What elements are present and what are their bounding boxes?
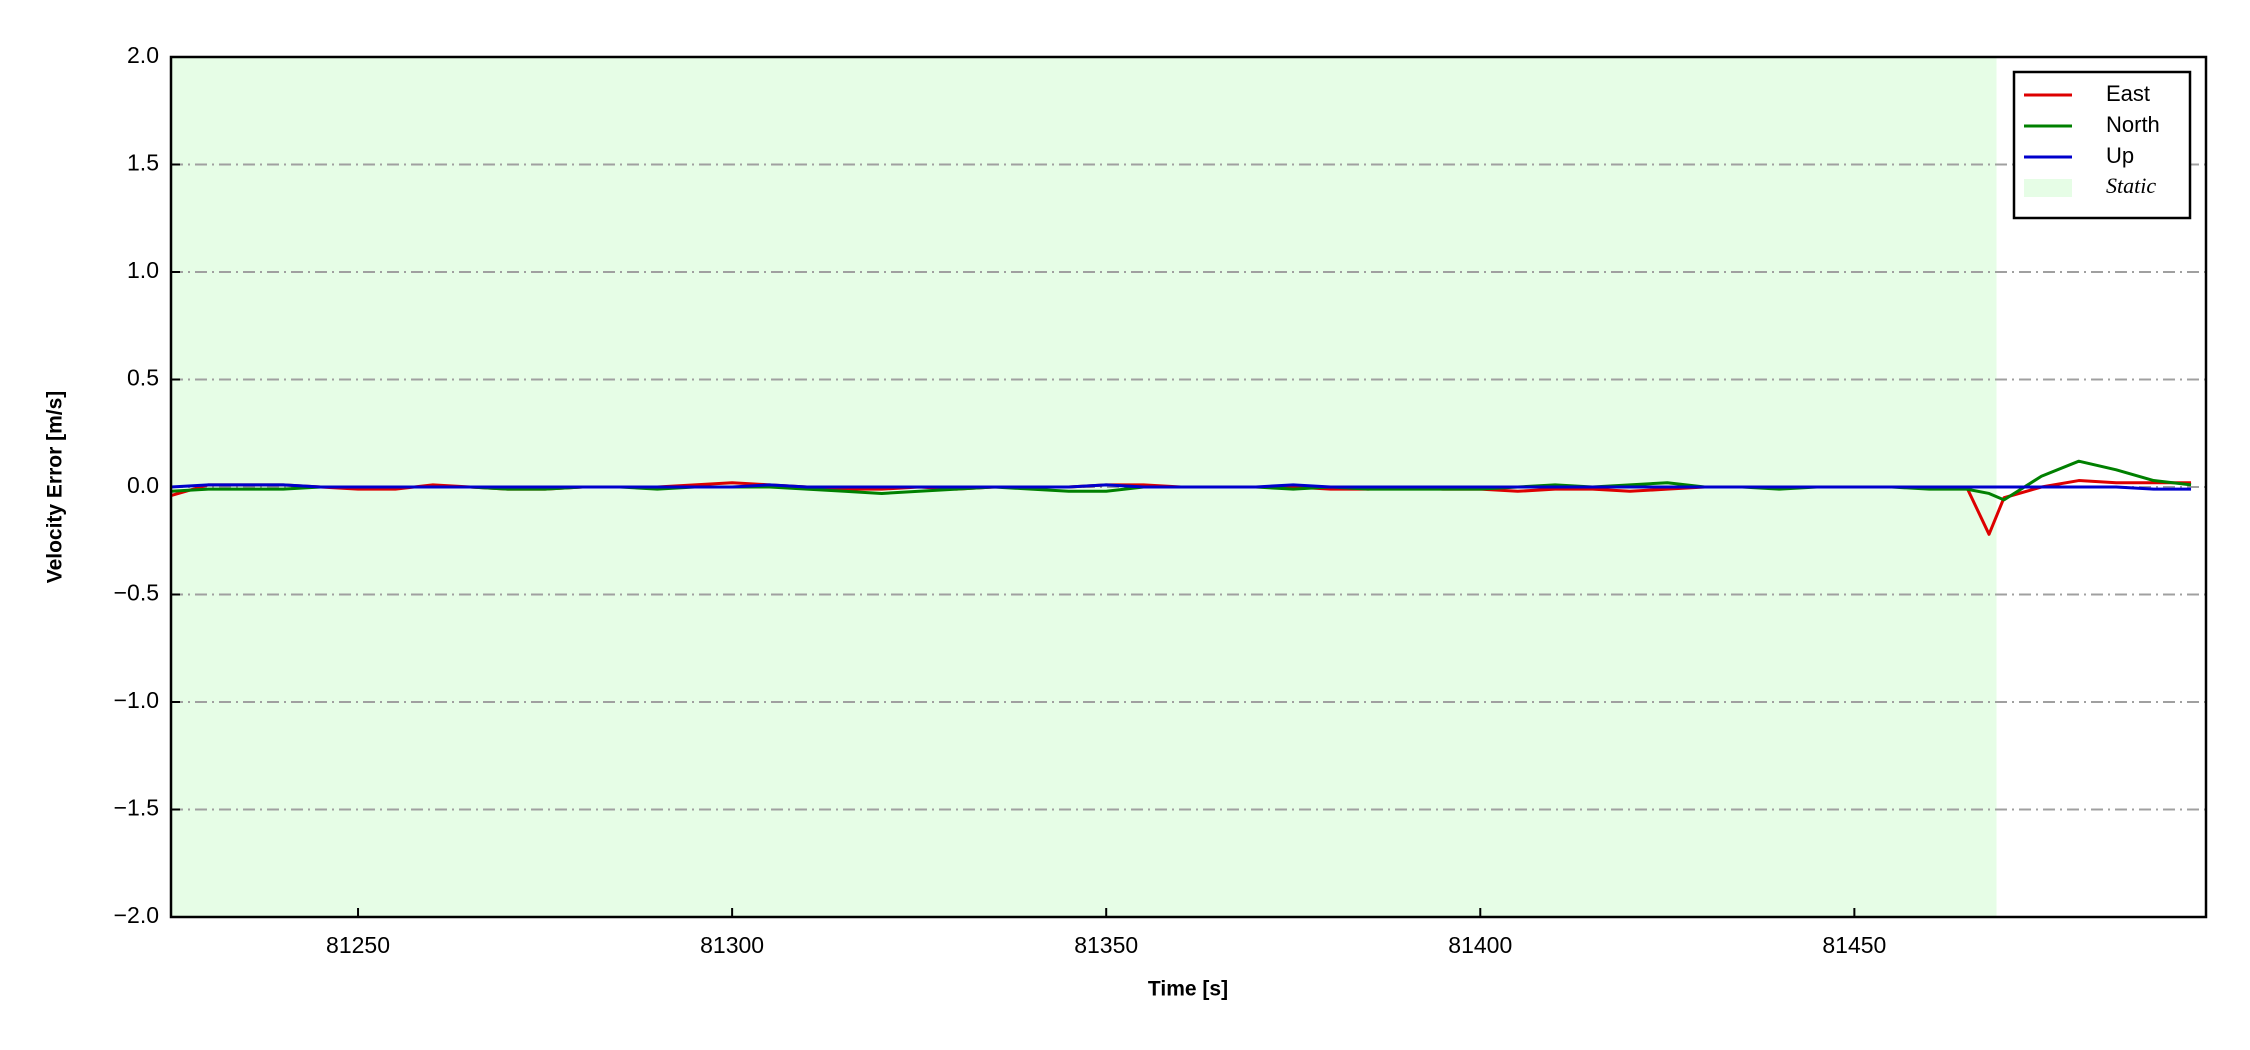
y-tick-label: 0.0 xyxy=(127,472,159,498)
x-axis-label: Time [s] xyxy=(1148,978,1228,1001)
y-tick-label: −0.5 xyxy=(114,580,159,606)
y-tick-label: 2.0 xyxy=(127,42,159,68)
x-tick-label: 81250 xyxy=(326,932,390,958)
y-tick-label: 0.5 xyxy=(127,365,159,391)
series-line xyxy=(170,483,2192,491)
x-tick-label: 81450 xyxy=(1822,932,1886,958)
x-tick-label: 81300 xyxy=(700,932,764,958)
legend-label: Up xyxy=(2106,143,2134,168)
y-tick-label: −1.0 xyxy=(114,687,159,713)
plot-frame xyxy=(169,55,2208,919)
x-tick-label: 81400 xyxy=(1448,932,1512,958)
y-tick-label: −1.5 xyxy=(114,795,159,821)
legend-label: East xyxy=(2106,81,2150,106)
x-tick-label: 81350 xyxy=(1074,932,1138,958)
legend-label: Static xyxy=(2106,173,2156,198)
legend-label: North xyxy=(2106,112,2160,137)
y-tick-label: 1.0 xyxy=(127,257,159,283)
y-axis-label: Velocity Error [m/s] xyxy=(44,391,67,584)
y-tick-label: 1.5 xyxy=(127,150,159,176)
legend-swatch xyxy=(2024,179,2072,197)
y-tick-label: −2.0 xyxy=(114,902,159,928)
